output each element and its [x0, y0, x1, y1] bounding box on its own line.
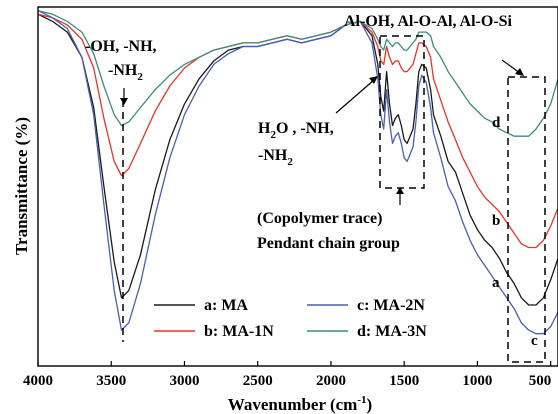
x-tick-label-1000: 1000 — [462, 373, 492, 389]
legend-label-c: c: MA-2N — [357, 297, 425, 314]
series-line-b — [37, 13, 558, 249]
x-tick-label-500: 500 — [529, 373, 552, 389]
oh-nh-annotation: -OH, -NH, — [85, 38, 157, 55]
nh2-annotation: -NH2 — [108, 62, 143, 83]
series-curves — [37, 9, 558, 335]
x-axis-ticks: 4000 3500 3000 2500 2000 1500 1000 500 — [23, 361, 552, 389]
plot-frame — [37, 6, 558, 367]
x-tick-label-2500: 2500 — [243, 373, 273, 389]
legend-label-b: b: MA-1N — [204, 323, 274, 340]
x-tick-label-3000: 3000 — [169, 373, 199, 389]
h2o-annotation: H2O , -NH, — [258, 120, 334, 141]
copolymer-annotation: (Copolymer trace) — [257, 210, 382, 227]
y-axis-title: Transmittance (%) — [12, 117, 31, 255]
curve-label-d: d — [492, 115, 501, 131]
x-axis-title: Wavenumber (cm-1) — [228, 394, 372, 414]
series-line-c — [37, 10, 558, 335]
copolymer-band-box — [379, 35, 425, 189]
curve-label-c: c — [531, 333, 538, 349]
curve-label-b: b — [492, 213, 500, 229]
x-tick-label-4000: 4000 — [23, 373, 53, 389]
annotation-arrows — [120, 59, 524, 205]
curve-label-a: a — [492, 275, 500, 291]
x-tick-label-2000: 2000 — [316, 373, 346, 389]
h2o-nh2-annotation: -NH2 — [258, 147, 293, 168]
legend-label-a: a: MA — [204, 297, 248, 314]
legend-label-d: d: MA-3N — [357, 323, 427, 340]
al-bonds-annotation: Al-OH, Al-O-Al, Al-O-Si — [344, 13, 513, 30]
series-line-d — [37, 9, 558, 137]
x-tick-label-1500: 1500 — [389, 373, 419, 389]
al-band-box — [507, 76, 546, 363]
pendant-annotation: Pendant chain group — [257, 235, 400, 252]
x-tick-label-3500: 3500 — [96, 373, 126, 389]
series-line-a — [37, 13, 558, 306]
legend: a: MA b: MA-1N c: MA-2N d: MA-3N — [154, 297, 427, 340]
